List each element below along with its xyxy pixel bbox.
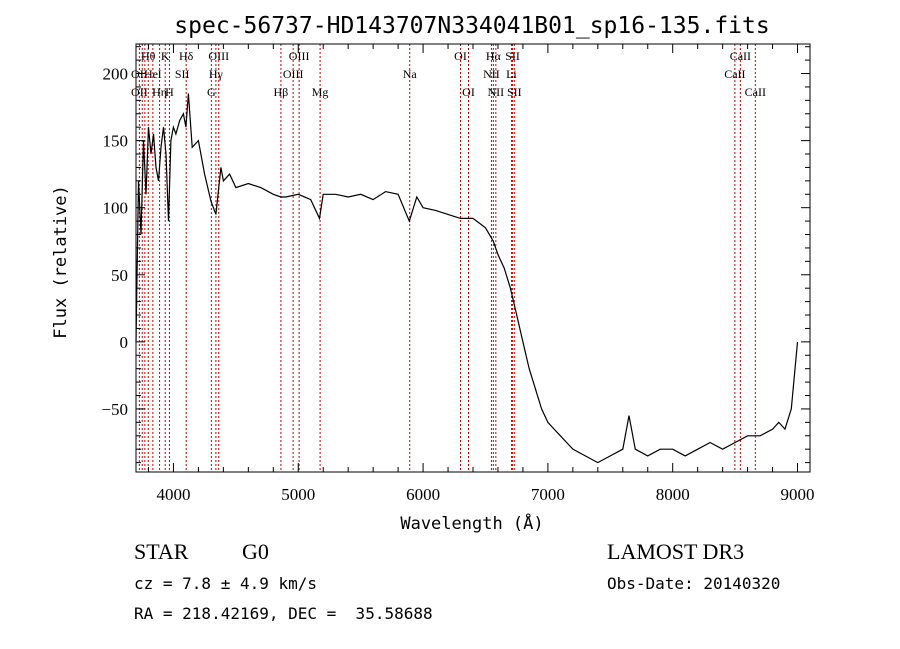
x-tick-label: 9000: [781, 485, 815, 504]
y-tick-label: 0: [120, 333, 129, 352]
y-tick-label: 150: [103, 132, 129, 151]
spectral-line-label: H: [165, 85, 174, 99]
x-tick-label: 7000: [531, 485, 565, 504]
redshift-cz: cz = 7.8 ± 4.9 km/s: [134, 574, 318, 593]
spectral-line-label: OIII: [283, 67, 304, 81]
spectral-line-label: OI: [462, 85, 475, 99]
spectral-line-label: SII: [175, 67, 190, 81]
spectral-line-label: CaII: [730, 49, 751, 63]
spectral-line-label: CaII: [724, 67, 745, 81]
x-tick-label: 6000: [406, 485, 440, 504]
chart-title: spec-56737-HD143707N334041B01_sp16-135.f…: [174, 13, 769, 39]
spectral-line-label: OI: [454, 49, 467, 63]
x-tick-label: 4000: [156, 485, 190, 504]
spectral-line-label: Hγ: [209, 67, 224, 81]
spectral-line-label: Hδ: [179, 49, 194, 63]
spectral-line-markers: [138, 44, 756, 472]
spectral-line-label: Hβ: [274, 85, 289, 99]
y-tick-label: −50: [101, 400, 128, 419]
spectral-line-label: OII: [131, 85, 148, 99]
coordinates: RA = 218.42169, DEC = 35.58688: [134, 604, 433, 623]
spectral-line-label: Na: [403, 67, 418, 81]
spectral-line-label: Mg: [312, 85, 329, 99]
subclass: G0: [242, 539, 269, 564]
spectral-line-label: I: [158, 67, 162, 81]
x-axis-ticks: 4000 5000 6000 7000 8000 9000: [147, 44, 815, 504]
x-axis-label: Wavelength (Å): [400, 512, 543, 534]
obs-date: Obs-Date: 20140320: [607, 574, 781, 593]
y-tick-label: 200: [103, 65, 129, 84]
plot-frame: [135, 43, 811, 473]
survey-name: LAMOST DR3: [607, 539, 745, 564]
spectral-line-label: NII: [488, 85, 505, 99]
spectral-line-label: He: [144, 67, 158, 81]
spectral-line-label: OIII: [208, 49, 229, 63]
spectral-line-label: Li: [506, 67, 517, 81]
spectrum-line: [135, 93, 799, 464]
spectral-line-label: Hα: [486, 49, 502, 63]
y-tick-label: 50: [111, 266, 128, 285]
y-tick-label: 100: [103, 199, 129, 218]
spectral-line-label: Hθ: [141, 49, 156, 63]
y-axis-label: Flux (relative): [51, 185, 71, 339]
x-tick-label: 8000: [656, 485, 690, 504]
object-type: STAR: [134, 539, 189, 564]
spectral-line-label: G: [207, 85, 216, 99]
spectral-line-label: NII: [483, 67, 500, 81]
spectral-line-label: K: [161, 49, 170, 63]
x-tick-label: 5000: [281, 485, 315, 504]
spectral-line-label: SII: [507, 85, 522, 99]
spectral-line-label: CaII: [745, 85, 766, 99]
spectral-line-label: OIII: [289, 49, 310, 63]
y-axis-ticks: −50 0 50 100 150 200: [101, 46, 810, 464]
spectral-line-label: SII: [505, 49, 520, 63]
spectral-line-label: Hη: [152, 85, 167, 99]
